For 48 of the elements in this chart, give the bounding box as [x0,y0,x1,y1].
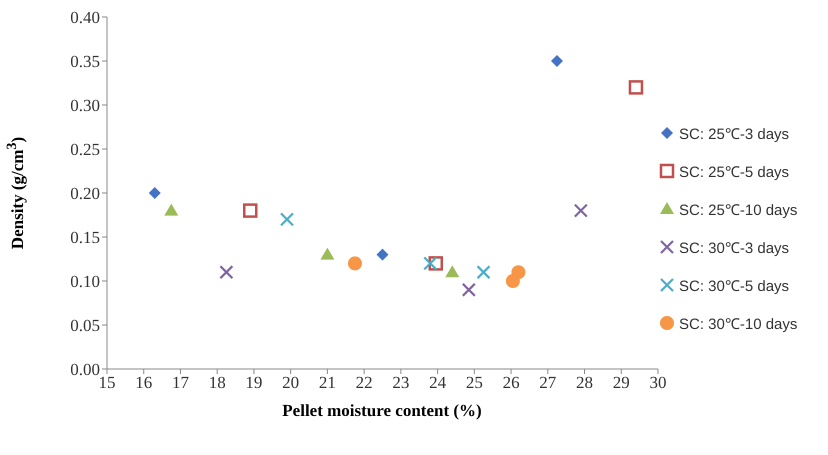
y-tick-label: 0.00 [70,360,100,380]
x-tick-label: 27 [539,373,557,392]
legend-label: SC: 25℃-3 days [679,125,790,143]
point [511,265,526,280]
legend-label: SC: 25℃-10 days [679,201,798,219]
x-tick-label: 24 [429,373,447,392]
x-tick-label: 18 [208,373,226,392]
y-tick-label: 0.25 [70,140,100,160]
legend-label: SC: 30℃-10 days [679,315,798,333]
x-tick-label: 16 [135,373,152,392]
y-tick-label: 0.05 [70,316,100,336]
point [219,265,234,280]
y-tick-label: 0.30 [70,96,100,116]
y-tick-label: 0.15 [70,228,100,248]
y-tick-label: 0.20 [70,184,100,204]
x-tick-label: 29 [612,373,630,392]
x-tick-label: 30 [650,373,666,392]
x-tick-label: 19 [245,373,262,392]
legend-label: SC: 30℃-5 days [679,277,790,295]
x-tick-label: 21 [318,373,336,392]
x-tick-label: 25 [466,373,483,392]
x-tick-label: 26 [502,373,520,392]
x-tick-label: 15 [98,373,116,392]
point [348,256,362,270]
y-tick-label: 0.40 [70,8,100,28]
point [574,204,588,218]
point [550,55,563,67]
point [320,248,334,260]
x-tick-label: 22 [356,373,373,392]
point [164,204,178,216]
point [462,282,476,297]
point [476,265,491,280]
point [243,203,258,218]
x-tick-label: 23 [392,373,410,392]
point [148,187,161,199]
point [376,248,388,261]
legend-label: SC: 25℃-5 days [679,163,790,181]
y-tick-label: 0.35 [70,52,100,72]
x-axis-title: Pellet moisture content (%) [281,401,483,421]
point [423,256,438,270]
x-tick-label: 20 [282,373,300,392]
point [280,212,294,226]
x-tick-label: 28 [576,373,594,392]
x-tick-label: 17 [172,373,190,392]
point [628,80,644,95]
y-tick-label: 0.10 [70,272,100,292]
legend-label: SC: 30℃-3 days [679,239,790,257]
point [445,265,460,278]
